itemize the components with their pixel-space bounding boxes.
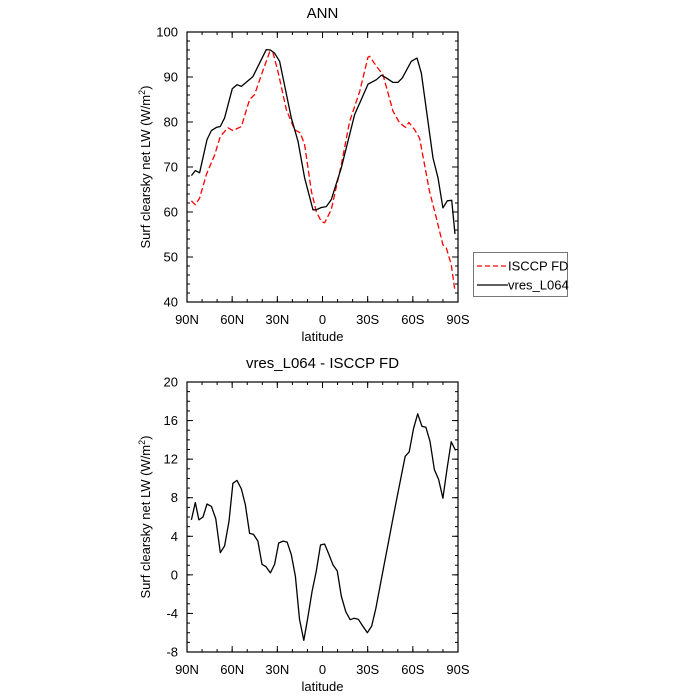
y-axis-label-text: Surf clearsky net LW (W/m: [138, 445, 153, 599]
y-tick-label: -4: [166, 606, 178, 621]
legend-label: vres_L064: [508, 278, 569, 293]
x-tick-label: 30S: [356, 662, 379, 677]
y-tick-label: 4: [171, 529, 178, 544]
series-line-vres-l064: [190, 48, 456, 235]
x-tick-label: 0: [319, 312, 326, 327]
x-tick-label: 60S: [401, 662, 424, 677]
y-axis-label: Surf clearsky net LW (W/m2): [137, 436, 153, 599]
y-tick-label: 50: [164, 250, 178, 265]
chart-panel-2: vres_L064 - ISCCP FD 90N 60N 30N 0 30S 60S 90S -…: [137, 355, 470, 694]
y-axis-label-end: ): [138, 436, 153, 440]
x-tick-label: 90N: [175, 312, 199, 327]
x-tick-label: 90N: [175, 662, 199, 677]
x-tick-label: 90S: [446, 662, 469, 677]
y-tick-label: 16: [164, 413, 178, 428]
legend-label: ISCCP FD: [508, 259, 568, 274]
legend-box: [473, 252, 568, 297]
y-tick-label: 100: [156, 25, 178, 40]
y-tick-label: 8: [171, 490, 178, 505]
y-tick-label: 70: [164, 160, 178, 175]
x-axis-label: latitude: [302, 329, 344, 344]
x-tick-label: 60N: [220, 662, 244, 677]
y-axis-label-text: Surf clearsky net LW (W/m: [138, 95, 153, 249]
y-tick-label: 12: [164, 452, 178, 467]
x-tick-label: 30N: [265, 312, 289, 327]
chart-panel-1: ANN 90N 60N 30N 0 30S 60S 90S 40 50 60 70 80 90 100 lat…: [137, 5, 569, 344]
y-axis-label: Surf clearsky net LW (W/m2): [137, 86, 153, 249]
x-tick-label: 90S: [446, 312, 469, 327]
series-line-vres-l064-isccp-fd: [190, 413, 457, 642]
plot-frame: [186, 31, 459, 303]
x-tick-label: 30S: [356, 312, 379, 327]
chart-title: ANN: [307, 5, 339, 22]
legend: ISCCP FD vres_L064: [473, 252, 569, 297]
y-tick-label: 20: [164, 375, 178, 390]
series-line-isccp-fd: [190, 51, 456, 292]
y-tick-label: 80: [164, 115, 178, 130]
y-tick-label: 40: [164, 295, 178, 310]
y-axis-label-superscript: 2: [137, 90, 147, 95]
y-tick-label: 90: [164, 70, 178, 85]
y-tick-label: 0: [171, 567, 178, 582]
x-tick-label: 60N: [220, 312, 244, 327]
chart-title: vres_L064 - ISCCP FD: [246, 355, 399, 372]
y-tick-label: -8: [166, 645, 178, 660]
y-axis-label-end: ): [138, 86, 153, 90]
x-tick-label: 0: [319, 662, 326, 677]
x-tick-label: 60S: [401, 312, 424, 327]
x-axis-label: latitude: [302, 679, 344, 694]
y-axis-label-superscript: 2: [137, 440, 147, 445]
y-tick-label: 60: [164, 205, 178, 220]
plot-frame: [186, 381, 459, 653]
x-tick-label: 30N: [265, 662, 289, 677]
